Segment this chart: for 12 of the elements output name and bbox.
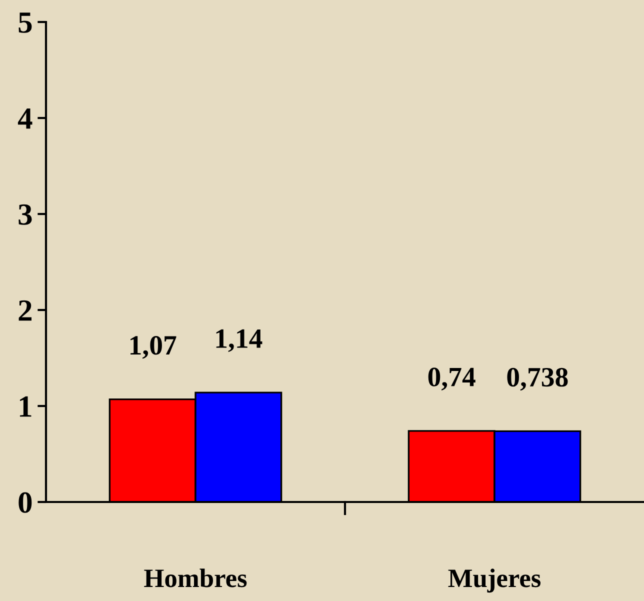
y-tick-label: 3 <box>18 204 32 225</box>
y-tick-label: 4 <box>18 108 32 129</box>
x-tick-label: Hombres <box>144 568 247 588</box>
x-tick-label: Mujeres <box>448 568 541 593</box>
y-tick-label: 5 <box>18 12 32 33</box>
data-label: 0,738 <box>507 368 568 391</box>
data-label: 0,74 <box>428 368 476 390</box>
y-tick-label: 0 <box>18 492 32 513</box>
y-tick-label: 2 <box>18 300 32 321</box>
data-label: 1,07 <box>130 336 176 359</box>
data-label: 1,14 <box>216 329 262 352</box>
y-tick-label: 1 <box>20 396 32 417</box>
